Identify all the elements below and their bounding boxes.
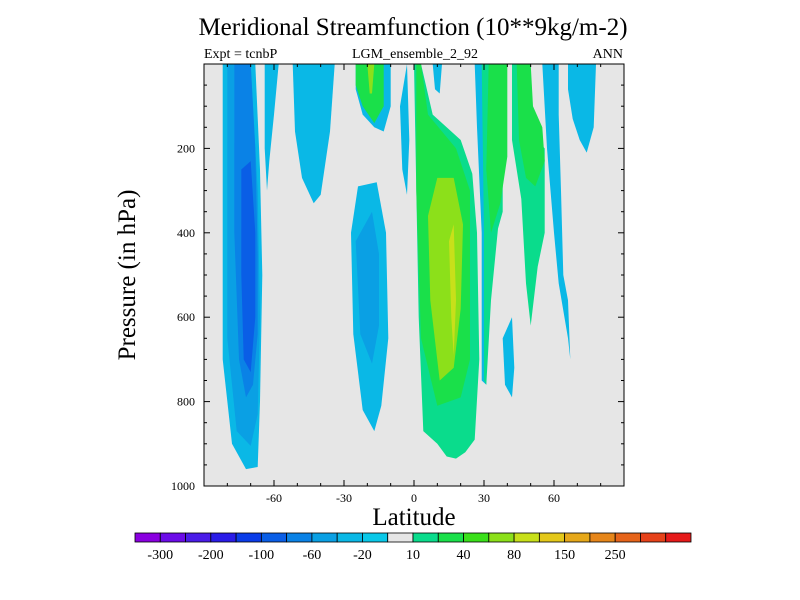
colorbar-swatch bbox=[235, 532, 262, 543]
colorbar-swatch bbox=[513, 532, 540, 543]
contour-region bbox=[502, 317, 515, 398]
colorbar-swatch bbox=[538, 532, 566, 543]
y-tick-label: 800 bbox=[177, 395, 195, 409]
colorbar: -300 -200 -100 -60 -20 10 40 80 150 250 bbox=[134, 532, 692, 563]
contour-region bbox=[355, 64, 384, 124]
contour-region bbox=[292, 64, 335, 204]
contour-region bbox=[516, 64, 545, 187]
colorbar-label: -200 bbox=[198, 548, 224, 563]
ensemble-label: LGM_ensemble_2_92 bbox=[352, 47, 478, 62]
contour-region bbox=[400, 64, 410, 195]
x-tick-label: 60 bbox=[548, 491, 560, 505]
colorbar-label: 40 bbox=[457, 548, 471, 563]
contour-region bbox=[355, 211, 379, 364]
colorbar-label: 150 bbox=[554, 548, 575, 563]
x-tick-label: 0 bbox=[411, 491, 417, 505]
colorbar-swatch bbox=[185, 532, 212, 543]
y-tick-label: 400 bbox=[177, 226, 195, 240]
colorbar-label: 80 bbox=[507, 548, 521, 563]
colorbar-swatch bbox=[488, 532, 515, 543]
contour-plot bbox=[204, 64, 624, 486]
x-tick-label: -30 bbox=[336, 491, 352, 505]
colorbar-label: -60 bbox=[303, 548, 322, 563]
colorbar-swatch bbox=[260, 532, 288, 543]
colorbar-label: 10 bbox=[406, 548, 420, 563]
y-tick-label: 1000 bbox=[171, 479, 195, 493]
colorbar-swatch bbox=[640, 532, 667, 543]
colorbar-swatch bbox=[311, 532, 338, 543]
contour-region bbox=[449, 224, 456, 356]
colorbar-swatch bbox=[362, 532, 389, 543]
plot-axes: -60 -30 0 30 60 200 400 600 800 1000 bbox=[171, 63, 625, 505]
colorbar-swatch bbox=[210, 532, 237, 543]
colorbar-label: -300 bbox=[147, 548, 173, 563]
colorbar-swatch bbox=[589, 532, 616, 543]
colorbar-swatch bbox=[665, 532, 692, 543]
x-tick-label: 30 bbox=[478, 491, 490, 505]
season-label: ANN bbox=[592, 47, 623, 62]
contour-region bbox=[264, 64, 279, 191]
colorbar-swatch bbox=[286, 532, 313, 543]
contour-region bbox=[542, 64, 571, 360]
x-tick-label: -60 bbox=[266, 491, 282, 505]
contour-region bbox=[241, 161, 256, 373]
colorbar-swatch bbox=[463, 532, 490, 543]
colorbar-label: 250 bbox=[605, 548, 626, 563]
colorbar-swatch bbox=[614, 532, 641, 543]
colorbar-swatch bbox=[437, 532, 464, 543]
chart-title: Meridional Streamfunction (10**9kg/m-2) bbox=[198, 14, 628, 41]
colorbar-label: -100 bbox=[249, 548, 275, 563]
colorbar-swatch bbox=[336, 532, 363, 543]
contour-region bbox=[432, 64, 442, 94]
contour-region bbox=[367, 64, 375, 94]
contour-region bbox=[486, 64, 508, 233]
experiment-label: Expt = tcnbP bbox=[204, 47, 278, 62]
colorbar-swatch bbox=[412, 532, 439, 543]
x-axis-title: Latitude bbox=[372, 504, 455, 531]
colorbar-label: -20 bbox=[353, 548, 372, 563]
colorbar-swatch bbox=[387, 532, 414, 543]
contour-region bbox=[568, 64, 596, 153]
colorbar-swatch bbox=[134, 532, 161, 543]
colorbar-swatch bbox=[564, 532, 591, 543]
colorbar-swatch bbox=[159, 532, 186, 543]
y-tick-label: 600 bbox=[177, 310, 195, 324]
y-tick-label: 200 bbox=[177, 141, 195, 155]
y-axis-title: Pressure (in hPa) bbox=[114, 190, 141, 361]
